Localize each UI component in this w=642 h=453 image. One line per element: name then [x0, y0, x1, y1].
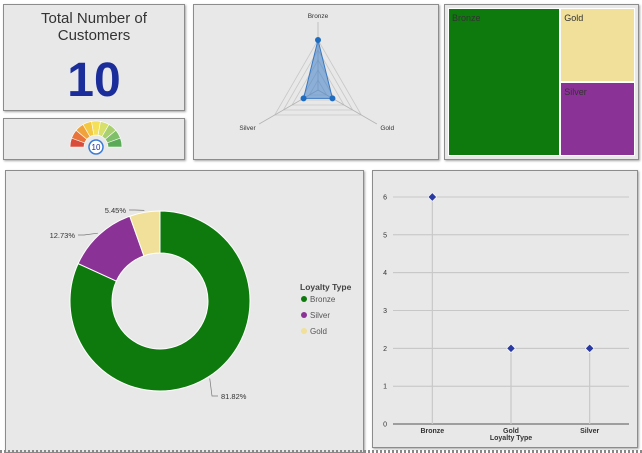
- x-axis-title: Loyalty Type: [490, 435, 532, 442]
- gauge-chart: 10: [69, 120, 123, 155]
- legend-item-gold: Gold: [310, 327, 327, 336]
- lollipop-point: [584, 343, 595, 354]
- bottom-divider: [0, 450, 642, 453]
- y-tick-label: 1: [383, 384, 387, 391]
- legend-title: Loyalty Type: [300, 282, 352, 292]
- radar-label: Silver: [239, 125, 256, 132]
- treemap-cell-bronze: Bronze: [448, 8, 561, 156]
- radar-label: Gold: [380, 125, 394, 132]
- treemap-chart: Bronze Gold Silver: [448, 8, 635, 156]
- lollipop-point: [427, 192, 438, 202]
- radar-grid: [282, 49, 354, 111]
- donut-slice-bronze: [69, 210, 251, 392]
- treemap-panel: Bronze Gold Silver: [444, 4, 639, 160]
- kpi-value: 10: [67, 54, 121, 107]
- legend-item-silver: Silver: [310, 311, 330, 320]
- treemap-label: Bronze: [452, 13, 481, 23]
- lollipop-panel: 0 1 2 3 4 5 6 Bronze Gold Silver Loyalty Type: [372, 170, 638, 448]
- radar-point: [315, 37, 321, 43]
- gauge-segment: [106, 137, 123, 148]
- radar-label: Bronze: [308, 13, 329, 20]
- treemap-label: Silver: [564, 87, 587, 97]
- treemap-cell-silver: Silver: [560, 82, 635, 156]
- legend-marker: [301, 296, 307, 302]
- radar-point: [329, 95, 336, 102]
- donut-data-label: 12.73%: [50, 231, 76, 240]
- radar-area: [302, 39, 334, 99]
- gauge-panel: 10: [3, 118, 185, 160]
- treemap-label: Gold: [564, 13, 584, 23]
- radar-grid: [291, 59, 345, 106]
- x-tick-label: Gold: [503, 428, 519, 435]
- y-tick-label: 5: [383, 232, 387, 239]
- radar-grid: [274, 39, 362, 116]
- donut-panel: 81.82% 12.73% 5.45% Loyalty Type Bronze Silve…: [5, 170, 364, 453]
- kpi-title: Total Number of Customers: [41, 10, 147, 44]
- gauge-value-label: 10: [92, 143, 101, 152]
- legend-item-bronze: Bronze: [310, 295, 336, 304]
- radar-point: [300, 95, 307, 102]
- donut-data-label: 81.82%: [221, 392, 247, 401]
- radar-chart: Bronze Gold Silver: [239, 13, 394, 132]
- kpi-card: Total Number of Customers 10: [3, 4, 185, 111]
- x-tick-label: Bronze: [420, 428, 444, 435]
- donut-data-label: 5.45%: [105, 206, 127, 215]
- y-tick-label: 4: [383, 270, 387, 277]
- y-tick-label: 6: [383, 195, 387, 202]
- lollipop-point: [506, 343, 516, 354]
- donut-chart: 81.82% 12.73% 5.45% Loyalty Type Bronze Silve…: [50, 206, 352, 401]
- legend-marker: [301, 312, 307, 318]
- gauge-value-ring: [88, 139, 104, 155]
- treemap-cell-gold: Gold: [560, 8, 635, 82]
- radar-panel: Bronze Gold Silver: [193, 4, 439, 160]
- y-tick-label: 3: [383, 308, 387, 315]
- donut-leader: [78, 232, 98, 236]
- y-tick-label: 0: [383, 422, 387, 429]
- legend-marker: [301, 328, 307, 334]
- donut-slice-gold: [129, 210, 161, 257]
- y-tick-label: 2: [383, 346, 387, 353]
- x-tick-label: Silver: [580, 428, 599, 435]
- lollipop-chart: 0 1 2 3 4 5 6 Bronze Gold Silver Loyalty Type: [383, 192, 629, 442]
- donut-leader: [209, 378, 218, 397]
